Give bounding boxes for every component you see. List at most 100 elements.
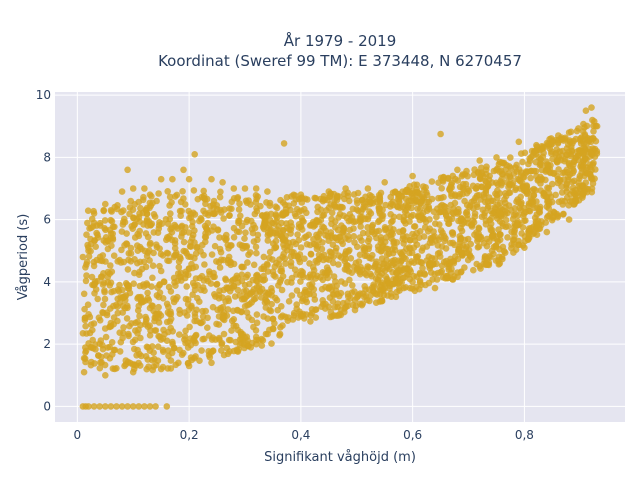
data-point xyxy=(563,166,571,174)
data-point xyxy=(262,219,270,226)
data-point xyxy=(201,196,209,203)
data-point xyxy=(168,349,176,357)
data-point xyxy=(319,197,327,205)
data-point xyxy=(96,219,104,227)
data-point xyxy=(410,223,418,230)
data-point xyxy=(276,230,284,237)
data-point xyxy=(187,354,195,361)
data-point xyxy=(499,160,507,167)
data-point xyxy=(96,364,104,372)
data-point xyxy=(253,249,260,257)
data-point xyxy=(438,268,446,275)
data-point xyxy=(90,403,98,410)
data-point xyxy=(224,306,232,313)
data-point xyxy=(154,343,162,351)
data-point xyxy=(586,161,594,168)
data-point xyxy=(518,179,526,187)
data-point xyxy=(220,215,227,222)
data-point xyxy=(182,248,189,255)
data-point xyxy=(307,318,314,325)
data-point xyxy=(253,195,260,203)
data-point xyxy=(375,227,383,235)
data-point xyxy=(397,249,404,256)
data-point xyxy=(229,276,236,284)
data-point xyxy=(155,190,162,197)
data-point xyxy=(366,198,374,206)
data-point xyxy=(373,258,380,266)
data-point xyxy=(533,231,541,238)
data-point xyxy=(433,260,440,268)
data-point xyxy=(283,242,291,250)
data-point xyxy=(493,154,500,161)
data-point xyxy=(382,273,390,281)
data-point xyxy=(181,333,189,340)
data-point xyxy=(150,249,157,257)
data-point xyxy=(430,208,438,215)
data-point xyxy=(88,321,95,328)
data-point xyxy=(204,314,211,322)
y-axis-title: Vågperiod (s) xyxy=(16,214,31,301)
data-point xyxy=(108,218,116,225)
data-point xyxy=(110,252,118,259)
data-point xyxy=(552,191,559,199)
data-point xyxy=(244,259,251,266)
data-point xyxy=(243,199,251,206)
data-point xyxy=(127,244,135,252)
data-point xyxy=(141,403,148,410)
data-point xyxy=(263,260,271,268)
data-point xyxy=(138,297,145,305)
data-point xyxy=(393,239,401,246)
data-point xyxy=(169,328,176,335)
data-point xyxy=(527,168,535,175)
data-point xyxy=(296,258,304,266)
data-point xyxy=(428,178,436,185)
data-point xyxy=(512,186,519,194)
data-point xyxy=(397,258,405,266)
data-point xyxy=(554,172,561,180)
data-point xyxy=(243,292,251,300)
data-point xyxy=(112,301,120,309)
data-point xyxy=(179,188,186,195)
data-point xyxy=(108,242,115,249)
data-point xyxy=(303,209,310,217)
data-point xyxy=(484,198,492,205)
data-point xyxy=(98,353,105,361)
data-point xyxy=(464,256,472,264)
data-point xyxy=(326,269,333,276)
data-point xyxy=(409,285,416,292)
data-point xyxy=(152,327,160,334)
data-point xyxy=(416,279,424,286)
data-point xyxy=(307,251,315,258)
data-point xyxy=(395,280,402,287)
data-point xyxy=(319,297,327,304)
data-point xyxy=(198,347,205,354)
data-point xyxy=(209,347,217,355)
data-point xyxy=(87,224,95,232)
data-point xyxy=(565,129,573,136)
data-point xyxy=(159,346,167,354)
data-point xyxy=(182,327,189,335)
data-point xyxy=(413,229,421,237)
data-point xyxy=(297,191,305,198)
data-point xyxy=(297,207,305,214)
data-point xyxy=(277,324,284,331)
data-point xyxy=(85,311,92,318)
data-point xyxy=(360,203,368,210)
data-point xyxy=(91,360,98,367)
y-tick-label: 4 xyxy=(43,275,51,289)
data-point xyxy=(410,244,418,251)
data-point xyxy=(134,318,141,326)
data-point xyxy=(375,246,382,254)
data-point xyxy=(346,197,353,205)
data-point xyxy=(288,292,296,299)
data-point xyxy=(216,336,223,343)
data-point xyxy=(349,301,357,309)
data-point xyxy=(475,191,483,199)
data-point xyxy=(297,312,305,320)
data-point xyxy=(495,226,502,233)
data-point xyxy=(365,286,373,294)
data-point xyxy=(211,242,219,250)
data-point xyxy=(147,202,155,209)
data-point xyxy=(370,281,377,289)
data-point xyxy=(91,280,99,287)
